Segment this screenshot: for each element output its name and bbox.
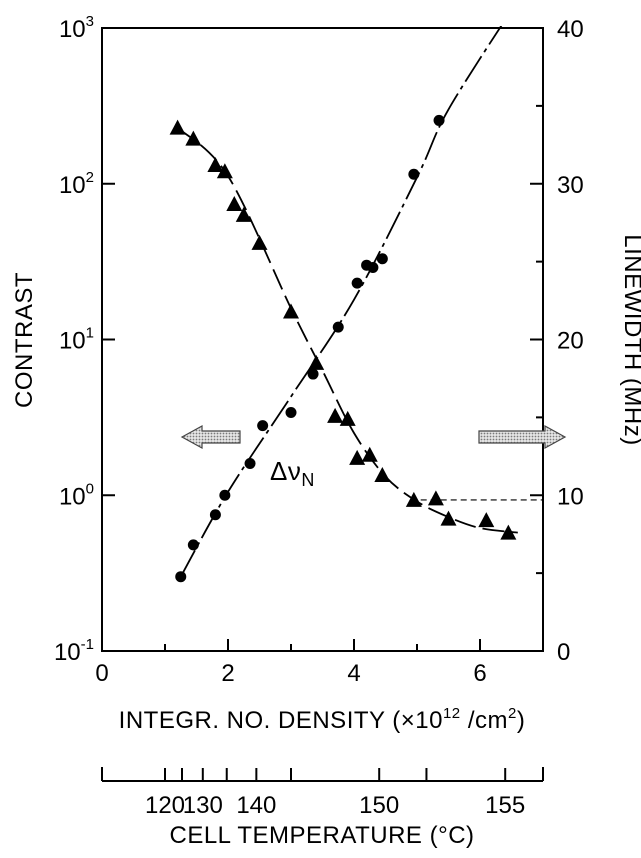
contrast-point (408, 168, 420, 180)
contrast-point (244, 457, 256, 469)
linewidth-point (251, 234, 268, 250)
delta-nu-label: ΔνN (270, 456, 315, 490)
linewidth-point (308, 354, 325, 370)
contrast-point (332, 321, 344, 333)
left-tick-exp: 0 (86, 480, 94, 497)
linewidth-point (169, 119, 186, 135)
right-tick-label: 40 (557, 16, 584, 43)
contrast-point (376, 253, 388, 265)
x-axis-title: INTEGR. NO. DENSITY (×1012 /cm2) (119, 705, 526, 734)
contrast-point (209, 509, 221, 521)
delta-nu-sub: N (301, 470, 315, 490)
linewidth-point (440, 510, 457, 526)
delta-nu-symbol: Δν (270, 456, 301, 486)
x-axis-title-main: INTEGR. NO. DENSITY (×10 (119, 707, 443, 734)
linewidth-point (361, 446, 378, 462)
x-axis-title-exp: 12 (443, 705, 461, 722)
right-axis-title: LINEWIDTH (MHz) (619, 234, 641, 445)
temperature-tick-label: 120 (145, 792, 185, 819)
contrast-point (351, 277, 363, 289)
left-axis-title: CONTRAST (11, 272, 38, 408)
linewidth-point (235, 206, 252, 222)
right-tick-label: 30 (557, 172, 584, 199)
x-axis-title-unit: /cm (461, 707, 508, 734)
plot-frame (101, 27, 544, 652)
left-tick-label: 101 (59, 325, 94, 355)
linewidth-point (339, 410, 356, 426)
linewidth-point (500, 524, 517, 540)
left-tick-label: 10-1 (54, 636, 94, 666)
linewidth-point (216, 163, 233, 179)
left-tick-label: 103 (59, 13, 94, 43)
left-tick-base: 10 (59, 16, 86, 43)
linewidth-point (327, 407, 344, 423)
linewidth-point (226, 195, 243, 211)
temperature-tick-label: 150 (359, 792, 399, 819)
left-tick-exp: 2 (86, 169, 94, 186)
left-arrow-icon (180, 424, 241, 450)
contrast-fit-curve (180, 26, 503, 578)
data-markers (169, 114, 517, 583)
left-tick-base: 10 (59, 328, 86, 355)
temperature-axis-title: CELL TEMPERATURE (°C) (169, 822, 474, 849)
temperature-tick-label: 155 (485, 792, 525, 819)
linewidth-point (207, 157, 224, 173)
linewidth-point (374, 467, 391, 483)
linewidth-point (349, 449, 366, 465)
x-tick-label: 4 (347, 660, 360, 687)
left-tick-exp: 3 (86, 13, 94, 30)
right-tick-label: 20 (557, 328, 584, 355)
temperature-tick-label: 130 (183, 792, 223, 819)
contrast-point (307, 368, 319, 380)
left-tick-exp: 1 (86, 325, 94, 342)
linewidth-point (427, 490, 444, 506)
left-tick-exp: -1 (81, 636, 94, 653)
left-tick-label: 102 (59, 169, 94, 199)
linewidth-point (185, 130, 202, 146)
x-tick-label: 6 (473, 660, 486, 687)
x-tick-label: 2 (221, 660, 234, 687)
left-tick-base: 10 (59, 483, 86, 510)
linewidth-point (283, 303, 299, 319)
x-axis-title-close: ) (517, 707, 526, 734)
tick-marks (101, 27, 544, 652)
fit-curves (176, 26, 518, 578)
contrast-point (257, 420, 269, 432)
contrast-point (367, 261, 379, 273)
contrast-point (175, 571, 187, 583)
linewidth-point (478, 512, 495, 528)
right-tick-label: 0 (557, 639, 570, 666)
right-tick-label: 10 (557, 483, 584, 510)
left-tick-label: 100 (59, 480, 94, 510)
linewidth-fit-curve (176, 127, 518, 534)
contrast-point (187, 539, 199, 551)
x-axis-title-unit-exp: 2 (508, 705, 517, 722)
contrast-point (433, 114, 445, 126)
contrast-point (219, 489, 231, 501)
left-tick-base: 10 (54, 639, 81, 666)
right-arrow-icon (478, 424, 567, 450)
x-tick-label: 0 (95, 660, 108, 687)
left-tick-base: 10 (59, 172, 86, 199)
contrast-point (285, 406, 297, 418)
temperature-tick-label: 140 (236, 792, 276, 819)
